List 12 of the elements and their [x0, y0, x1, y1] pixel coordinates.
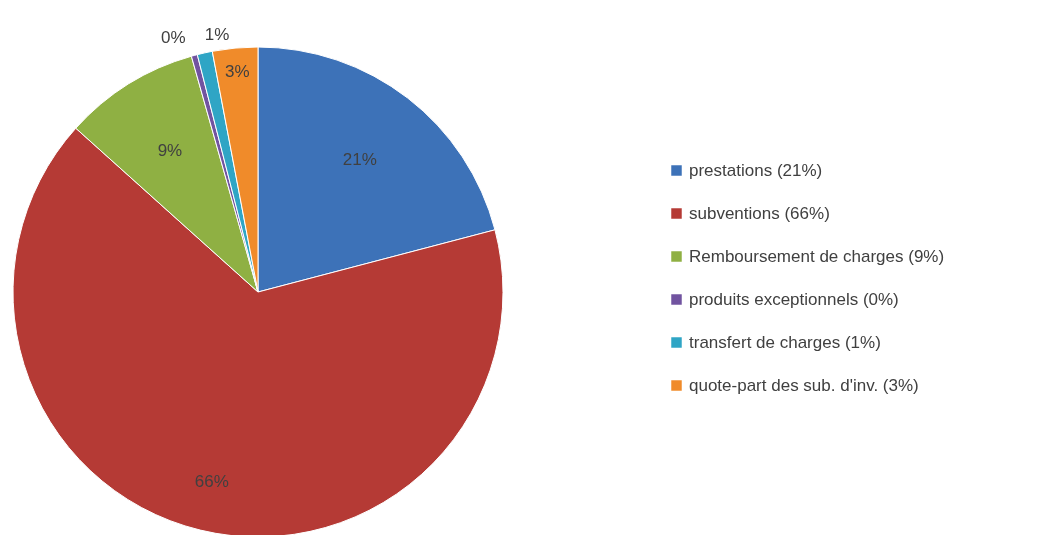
legend-label: subventions (66%) [689, 203, 830, 223]
data-label: 0% [161, 28, 186, 48]
legend-label: prestations (21%) [689, 160, 823, 180]
legend-label: quote-part des sub. d'inv. (3%) [689, 375, 919, 395]
legend-label: Remboursement de charges (9%) [689, 246, 945, 266]
legend-label: transfert de charges (1%) [689, 332, 881, 352]
data-label: 1% [204, 25, 230, 45]
data-label: 66% [194, 472, 229, 492]
legend-label: produits exceptionnels (0%) [689, 289, 899, 309]
data-label: 3% [225, 62, 250, 82]
data-label: 9% [157, 140, 183, 160]
data-label: 21% [342, 150, 377, 170]
